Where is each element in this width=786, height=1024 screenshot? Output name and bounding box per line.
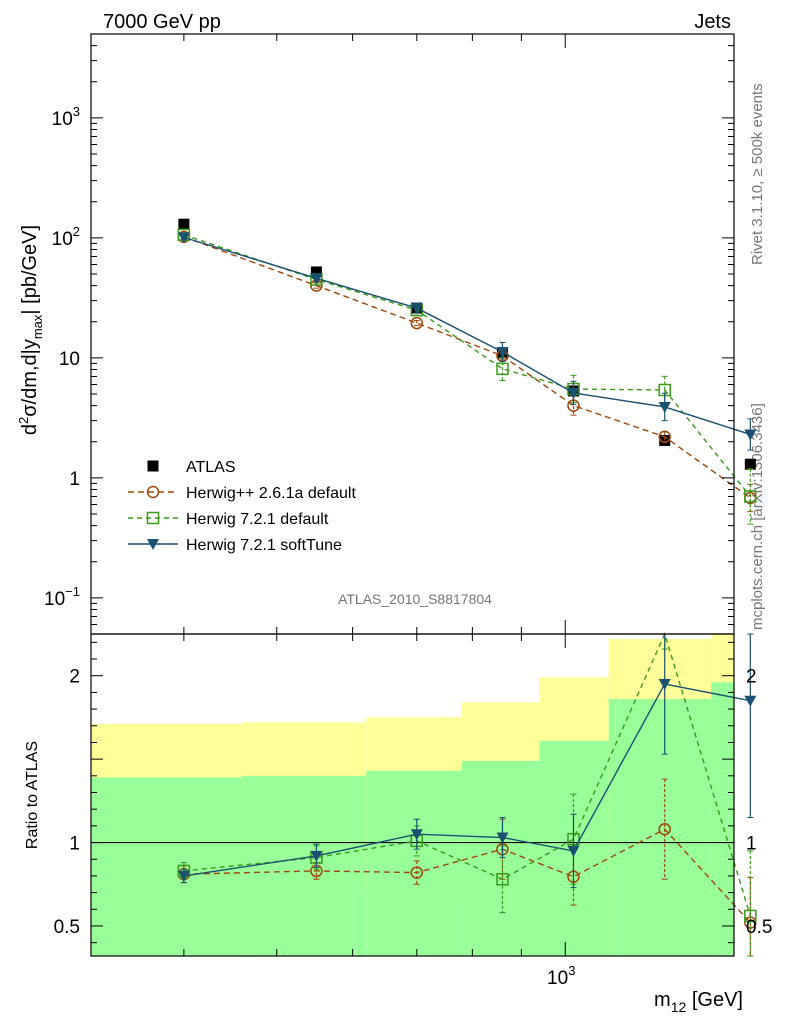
main-marker-0-5 (659, 434, 671, 446)
main-marker-3-1 (310, 273, 323, 285)
green-band-0 (91, 777, 243, 956)
ratio-ytick-label-left-2: 2 (69, 667, 80, 688)
legend-label-2: Herwig 7.2.1 default (186, 511, 329, 528)
energy-label: 7000 GeV pp (103, 11, 221, 33)
main-marker-3-6 (744, 429, 757, 441)
main-marker-0-6 (744, 458, 756, 470)
green-band-3 (461, 760, 540, 956)
ratio-axis-ticks: 0.5 0.5 1 1 2 2 (54, 641, 772, 944)
x-axis-ticks: 103 (183, 34, 575, 989)
x-tick-label-0: 103 (547, 963, 575, 989)
main-marker-1-2 (410, 316, 424, 330)
ratio-ytick-label-right-2: 2 (746, 667, 757, 688)
legend-marker-2 (146, 511, 160, 525)
main-marker-3-0 (177, 232, 190, 244)
legend-label-1: Herwig++ 2.6.1a default (186, 485, 356, 502)
main-marker-3-3 (496, 346, 509, 358)
main-marker-1-5 (658, 430, 671, 444)
green-band-6 (711, 682, 734, 956)
legend-marker-3 (147, 539, 159, 550)
main-ytick-label-3: 102 (52, 224, 80, 250)
ratio-ytick-label-left-0: 0.5 (54, 917, 80, 938)
main-line-2 (183, 234, 751, 497)
legend-label-0: ATLAS (186, 459, 236, 476)
ratio-frame (90, 633, 735, 957)
process-label: Jets (694, 11, 731, 33)
green-band-2 (366, 770, 462, 956)
ratio-ytick-label-left-1: 1 (69, 834, 80, 855)
main-series-group (177, 218, 757, 525)
main-marker-3-4 (567, 387, 580, 399)
main-ytick-label-1: 1 (69, 469, 80, 490)
ratio-marker-1-6 (744, 909, 757, 923)
ratio-marker-2-5 (658, 679, 671, 691)
legend-marker-1 (146, 485, 160, 499)
ratio-uncertainty-bands (91, 634, 734, 956)
ratio-marker-2-6 (744, 695, 757, 707)
main-axis-ticks: 10−1 1 10 102 103 (44, 33, 734, 635)
rivet-label: Rivet 3.1.10, ≥ 500k events (749, 83, 766, 265)
main-ytick-label-2: 10 (59, 349, 80, 370)
main-line-1 (183, 236, 751, 499)
ratio-marker-1-3 (496, 873, 509, 886)
green-band-1 (242, 775, 367, 956)
main-ytick-label-4: 103 (52, 104, 80, 130)
ratio-marker-2-3 (496, 832, 509, 844)
analysis-label: ATLAS_2010_S8817804 (338, 591, 492, 607)
ratio-marker-0-2 (410, 866, 424, 879)
ratio-marker-2-4 (567, 845, 580, 857)
ratio-marker-2-2 (410, 829, 423, 841)
main-marker-0-0 (178, 218, 190, 230)
main-marker-0-1 (310, 266, 322, 278)
ratio-marker-0-5 (658, 822, 671, 836)
y-axis-label-ratio: Ratio to ATLAS (24, 741, 41, 849)
main-ytick-label-0: 10−1 (44, 584, 80, 610)
main-marker-3-2 (410, 303, 423, 315)
ratio-marker-2-1 (310, 850, 323, 862)
ratio-ytick-label-right-0: 0.5 (746, 917, 772, 938)
main-marker-2-6 (744, 490, 757, 503)
main-marker-3-5 (658, 401, 671, 413)
ratio-marker-2-0 (177, 870, 190, 882)
x-axis-label: m12 [GeV] (654, 989, 743, 1015)
y-axis-label-main: d2σ/dm,d|ymax| [pb/GeV] (16, 225, 45, 435)
legend: ATLAS Herwig++ 2.6.1a default Herwig 7.2.1… (128, 459, 356, 554)
main-marker-2-3 (496, 362, 509, 376)
ratio-ytick-label-right-1: 1 (746, 834, 757, 855)
legend-marker-0 (147, 460, 159, 472)
legend-label-3: Herwig 7.2.1 softTune (186, 537, 342, 554)
